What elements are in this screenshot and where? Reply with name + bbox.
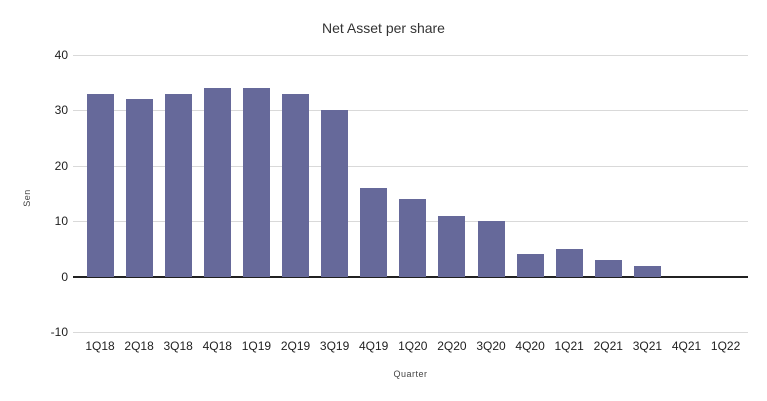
gridline <box>73 165 748 167</box>
y-tick-label: 40 <box>54 48 68 62</box>
bar-4q18 <box>203 88 231 277</box>
bar-2q19 <box>282 93 309 277</box>
x-tick-label: 4Q21 <box>671 339 702 353</box>
bar-3q21 <box>633 265 661 277</box>
x-tick-label: 2Q18 <box>124 339 154 353</box>
x-tick-label: 2Q21 <box>593 339 623 353</box>
y-tick-label: 0 <box>61 269 68 284</box>
x-tick-label: 4Q18 <box>202 339 232 353</box>
bar-3q19 <box>321 110 349 277</box>
bar-1q21 <box>555 248 583 277</box>
bar-2q18 <box>125 99 153 277</box>
bar-4q19 <box>360 187 388 277</box>
x-tick-label: 1Q21 <box>554 339 584 353</box>
x-tick-label: 3Q18 <box>163 339 193 353</box>
y-axis-title: Sen <box>22 189 32 207</box>
y-tick-label: 10 <box>54 214 68 229</box>
gridline <box>73 110 748 112</box>
x-tick-label: 2Q20 <box>437 339 467 353</box>
x-tick-label: 1Q22 <box>710 339 741 353</box>
bar-2q21 <box>594 259 622 277</box>
x-tick-label: 3Q21 <box>632 339 663 353</box>
y-tick-label: 20 <box>54 158 68 173</box>
x-axis-baseline <box>73 275 748 278</box>
x-tick-label: 3Q19 <box>319 339 350 353</box>
x-tick-label: 3Q20 <box>476 339 506 353</box>
plot-area <box>73 55 748 333</box>
bar-1q19 <box>242 88 270 277</box>
bar-1q18 <box>86 93 114 277</box>
x-tick-label: 1Q20 <box>398 339 428 353</box>
x-tick-label: 2Q19 <box>280 339 311 353</box>
gridline <box>73 332 748 333</box>
gridline <box>73 55 748 56</box>
x-tick-label: 1Q19 <box>241 339 272 353</box>
x-tick-label: 4Q20 <box>515 339 545 353</box>
bar-3q18 <box>164 93 192 277</box>
bar-4q20 <box>516 254 544 277</box>
bar-2q20 <box>438 215 466 277</box>
chart-title: Net Asset per share <box>322 20 445 36</box>
x-tick-label: 4Q19 <box>359 339 389 353</box>
x-tick-label: 1Q18 <box>85 339 115 353</box>
y-tick-label: -10 <box>50 325 68 339</box>
y-tick-label: 30 <box>54 103 68 118</box>
bar-3q20 <box>477 221 505 277</box>
bar-1q20 <box>399 199 427 277</box>
x-axis-title: Quarter <box>393 369 428 379</box>
